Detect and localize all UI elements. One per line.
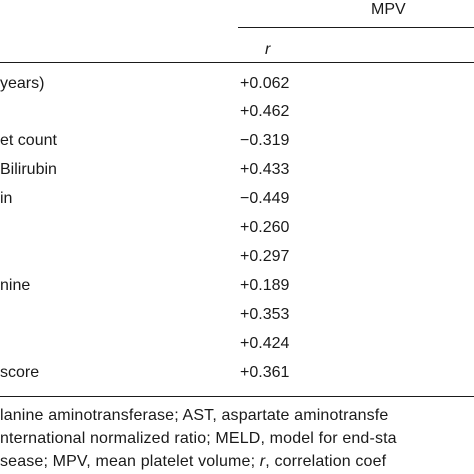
row-value: +0.062	[240, 75, 290, 92]
row-value: +0.297	[240, 248, 290, 265]
row-value: +0.424	[240, 335, 290, 352]
row-label: et count	[0, 132, 57, 149]
footnote-line: nternational normalized ratio; MELD, mod…	[0, 430, 397, 447]
row-value: −0.319	[240, 132, 290, 149]
column-group-header: MPV	[371, 1, 406, 18]
row-value: −0.449	[240, 190, 290, 207]
row-label: in	[0, 190, 13, 207]
row-value: +0.189	[240, 277, 290, 294]
row-value: +0.353	[240, 306, 290, 323]
row-label: years)	[0, 75, 45, 92]
row-value: +0.433	[240, 161, 290, 178]
top-rule	[238, 27, 474, 28]
footnote-text: , correlation coef	[265, 453, 387, 470]
column-stat-header: r	[265, 41, 271, 58]
row-label: nine	[0, 277, 31, 294]
row-value: +0.462	[240, 103, 290, 120]
bottom-rule	[0, 396, 474, 397]
footnote-symbol-r: r	[259, 453, 266, 470]
row-value: +0.260	[240, 219, 290, 236]
footnote-line: sease; MPV, mean platelet volume; r, cor…	[0, 452, 386, 471]
footnote-line: lanine aminotransferase; AST, aspartate …	[0, 407, 389, 424]
header-rule	[0, 62, 474, 63]
row-value: +0.361	[240, 364, 290, 381]
row-label: Bilirubin	[0, 161, 57, 178]
footnote-text: sease; MPV, mean platelet volume;	[0, 453, 260, 470]
row-label: score	[0, 364, 40, 381]
